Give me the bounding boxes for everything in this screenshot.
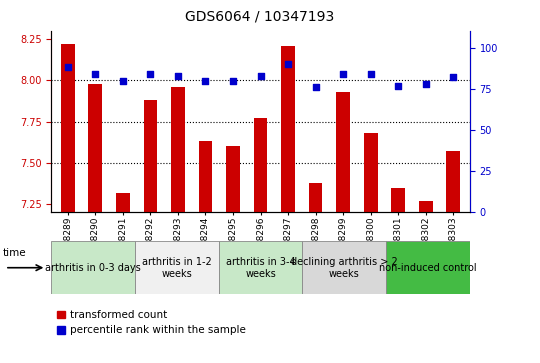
Point [256,73,265,79]
Text: time: time [3,248,26,258]
Text: arthritis in 1-2
weeks: arthritis in 1-2 weeks [142,257,212,278]
Text: GDS6064 / 10347193: GDS6064 / 10347193 [185,9,334,23]
Text: non-induced control: non-induced control [379,263,477,273]
Bar [144,100,157,212]
Bar [281,46,295,212]
Bar [302,241,386,294]
Point [91,71,100,77]
Point [64,65,72,70]
Bar [364,133,377,212]
Bar [61,44,75,212]
Bar [254,118,267,212]
Point [311,84,320,90]
Point [284,61,292,67]
Point [201,78,210,83]
Bar [51,241,135,294]
Text: declining arthritis > 2
weeks: declining arthritis > 2 weeks [291,257,397,278]
Point [339,71,347,77]
Point [421,81,430,87]
Bar [116,192,130,212]
Point [366,71,375,77]
Bar [336,92,350,212]
Bar [226,146,240,212]
Text: arthritis in 3-4
weeks: arthritis in 3-4 weeks [226,257,295,278]
Text: arthritis in 0-3 days: arthritis in 0-3 days [45,263,141,273]
Bar [135,241,219,294]
Point [146,71,155,77]
Point [449,74,457,80]
Bar [199,142,212,212]
Bar [419,201,433,212]
Bar [386,241,470,294]
Bar [171,87,185,212]
Point [174,73,183,79]
Bar [309,183,322,212]
Point [394,83,402,89]
Point [119,78,127,83]
Bar [447,151,460,212]
Bar [89,83,102,212]
Point [229,78,238,83]
Bar [219,241,302,294]
Bar [392,188,405,212]
Legend: transformed count, percentile rank within the sample: transformed count, percentile rank withi… [57,310,246,335]
